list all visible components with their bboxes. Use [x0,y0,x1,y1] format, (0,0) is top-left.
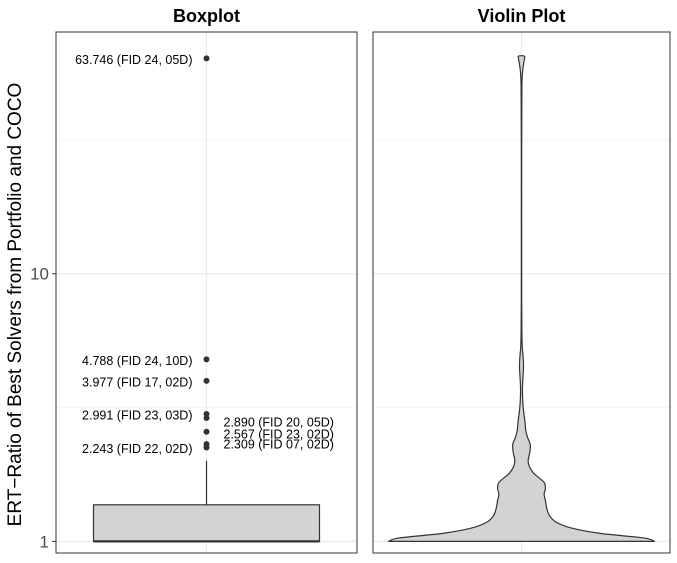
y-tick-label: 1 [40,532,49,551]
outlier-annotation: 2.991 (FID 23, 03D) [82,409,192,423]
boxplot-marks: 63.746 (FID 24, 05D) 4.788 (FID 24, 10D) 3… [75,53,334,543]
boxplot-panel: Boxplot 63.746 (FID 24, 05D) 4.788 (FID 2… [55,6,358,554]
y-ticks: 1 10 [30,265,56,551]
outlier-annotation: 2.567 (FID 23, 02D) [224,427,334,441]
box [92,504,321,542]
outlier-annotation: 2.243 (FID 22, 02D) [82,442,192,456]
outlier-point [203,377,210,384]
y-axis: ERT−Ratio of Best Solvers from Portfolio… [5,83,56,551]
y-axis-label: ERT−Ratio of Best Solvers from Portfolio… [5,83,26,527]
violin-marks [387,55,656,542]
violin-shape [387,55,656,542]
outlier-point [203,356,210,363]
boxplot-title: Boxplot [173,6,240,26]
violin-frame [372,31,671,554]
outlier-annotation: 63.746 (FID 24, 05D) [75,53,192,67]
outlier-point [203,415,210,422]
outlier-annotation: 3.977 (FID 17, 02D) [82,375,192,389]
violin-panel: Violin Plot [372,6,671,554]
outlier-point [203,444,210,451]
outlier-point [203,55,210,62]
boxplot-frame [55,31,358,554]
outlier-annotation: 4.788 (FID 24, 10D) [82,354,192,368]
outlier-annotation: 2.309 (FID 07, 02D) [224,438,334,452]
outlier-point [203,428,210,435]
violin-title: Violin Plot [478,6,566,26]
outlier-annotation: 2.890 (FID 20, 05D) [224,416,334,430]
y-tick-label: 10 [30,265,49,284]
